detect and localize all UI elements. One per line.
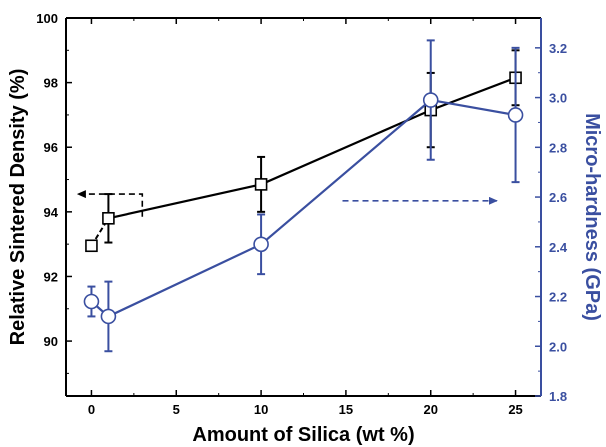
x-axis-title: Amount of Silica (wt %) [192,424,414,446]
hardness-point [83,293,100,310]
hardness-point [253,236,269,253]
right-y-tick-label: 2.6 [549,190,567,205]
hardness-point [100,308,117,325]
density-series-line [108,76,516,220]
hardness-point [507,107,524,123]
right-y-tick-label: 2.0 [549,339,567,354]
density-point [254,178,268,191]
right-y-tick-label: 2.2 [549,290,567,305]
right-y-tick-label: 2.4 [549,240,568,255]
arrow-to-left-axis [76,190,144,217]
density-point [85,239,98,253]
left-y-tick-label: 98 [44,76,58,91]
left-y-tick-label: 100 [36,11,58,26]
right-y-tick-label: 1.8 [549,389,567,404]
right-y-tick-label: 3.2 [549,41,567,56]
left-y-tick-label: 92 [44,269,58,284]
right-y-tick-label: 2.8 [549,140,567,155]
x-tick-label: 5 [173,402,180,417]
x-tick-label: 10 [254,402,268,417]
x-tick-label: 25 [508,402,522,417]
x-tick-label: 15 [339,402,353,417]
left-y-tick-label: 90 [44,334,58,349]
right-y-axis-title: Micro-hardness (GPa) [581,113,603,321]
hardness-point [422,92,439,108]
left-y-axis-title: Relative Sintered Density (%) [7,69,29,346]
right-y-tick-label: 3.0 [549,91,567,106]
left-y-tick-label: 94 [44,205,59,220]
x-tick-label: 0 [88,402,95,417]
left-y-tick-label: 96 [44,140,58,155]
density-point [102,212,115,225]
x-tick-label: 20 [423,402,437,417]
